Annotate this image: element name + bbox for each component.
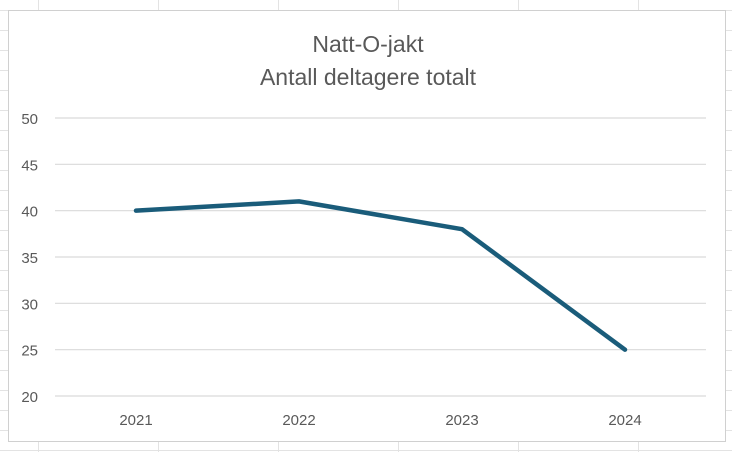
y-tick-label: 20 xyxy=(21,389,38,406)
y-tick-label: 45 xyxy=(21,157,38,174)
y-tick-label: 25 xyxy=(21,343,38,360)
x-tick-label: 2022 xyxy=(282,412,315,429)
chart-area[interactable] xyxy=(8,10,726,442)
x-tick-label: 2021 xyxy=(119,412,152,429)
series-layer xyxy=(133,199,628,352)
y-axis-ticks: 20 25 30 35 40 45 50 xyxy=(21,111,38,406)
x-axis-ticks: 2021 2022 2023 2024 xyxy=(119,412,641,429)
gridlines xyxy=(55,117,706,397)
chart-title: Natt-O-jakt xyxy=(312,31,424,57)
x-tick-label: 2023 xyxy=(445,412,478,429)
y-tick-label: 50 xyxy=(21,111,38,128)
y-tick-label: 30 xyxy=(21,296,38,313)
y-tick-label: 40 xyxy=(21,204,38,221)
series-line-0[interactable] xyxy=(133,199,628,352)
x-tick-label: 2024 xyxy=(608,412,641,429)
chart-subtitle: Antall deltagere totalt xyxy=(260,64,477,90)
y-tick-label: 35 xyxy=(21,250,38,267)
